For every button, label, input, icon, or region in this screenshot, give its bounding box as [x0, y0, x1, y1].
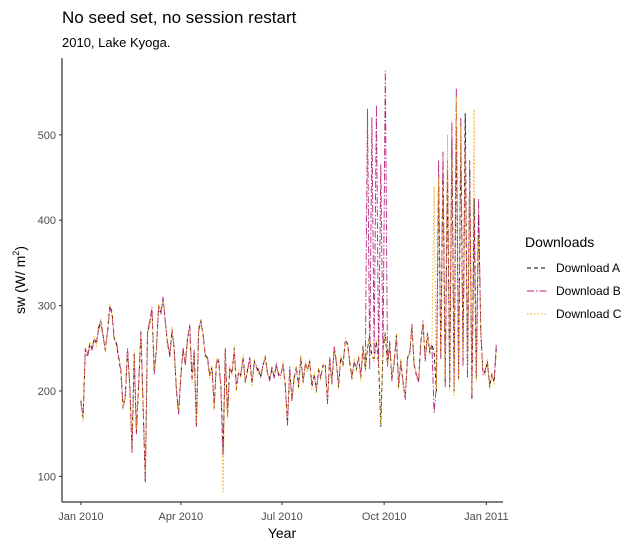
legend: Download A Download B Download C: [527, 261, 622, 321]
y-axis-title-text: sw (W/ m: [12, 256, 28, 314]
x-tick-label: Jul 2010: [261, 511, 303, 523]
x-axis-ticks: Jan 2010 Apr 2010 Jul 2010 Oct 2010 Jan 2011: [58, 502, 509, 523]
y-axis-ticks: 100 200 300 400 500: [38, 130, 62, 483]
legend-label-2: Download B: [556, 284, 621, 298]
legend-title: Downloads: [525, 234, 594, 250]
x-axis-title: Year: [268, 525, 297, 541]
series-line-3: [80, 95, 497, 493]
chart-subtitle: 2010, Lake Kyoga.: [62, 35, 170, 50]
legend-label-3: Download C: [556, 307, 622, 321]
y-axis-title: sw (W/ m2): [11, 246, 28, 314]
y-tick-label: 200: [38, 386, 56, 398]
x-tick-label: Apr 2010: [159, 511, 204, 523]
y-tick-label: 300: [38, 301, 56, 313]
y-tick-label: 100: [38, 471, 56, 483]
legend-label-1: Download A: [556, 261, 620, 275]
x-tick-label: Oct 2010: [362, 511, 407, 523]
y-tick-label: 500: [38, 130, 56, 142]
chart-title: No seed set, no session restart: [62, 8, 297, 27]
x-tick-label: Jan 2011: [464, 511, 508, 523]
series-layer: [80, 70, 497, 493]
y-tick-label: 400: [38, 215, 56, 227]
x-tick-label: Jan 2010: [58, 511, 103, 523]
y-axis-title-close: ): [12, 246, 28, 251]
series-line-2: [80, 70, 497, 484]
y-axis-title-superscript: 2: [11, 251, 21, 256]
